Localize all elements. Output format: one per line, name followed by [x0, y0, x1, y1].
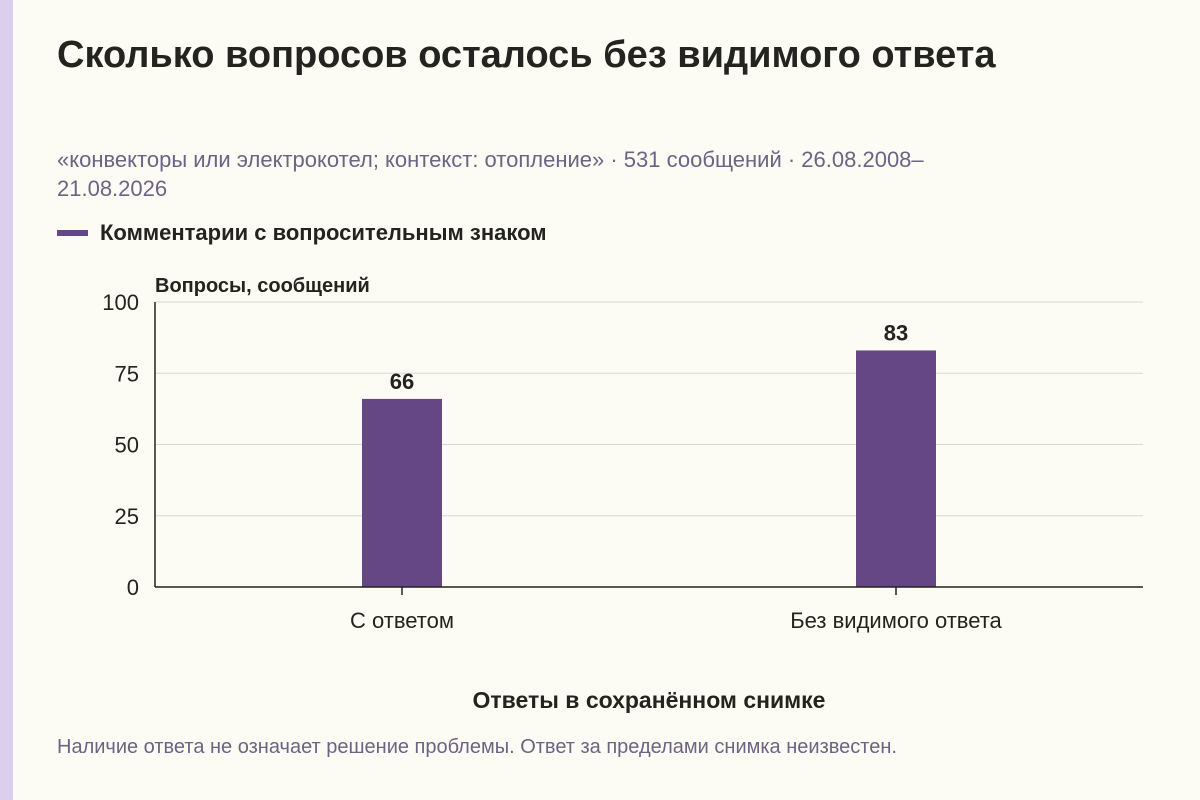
x-tick-label: С ответом — [350, 608, 454, 633]
x-tick-label: Без видимого ответа — [790, 608, 1002, 633]
y-tick-label: 50 — [115, 433, 139, 458]
y-tick-label: 0 — [127, 575, 139, 600]
footnote: Наличие ответа не означает решение пробл… — [57, 736, 897, 758]
legend-label: Комментарии с вопросительным знаком — [100, 220, 547, 245]
y-axis-label: Вопросы, сообщений — [155, 275, 370, 297]
chart-title: Сколько вопросов осталось без видимого о… — [57, 34, 996, 76]
y-tick-label: 75 — [115, 361, 139, 386]
bar — [362, 398, 442, 587]
legend-swatch — [57, 230, 88, 236]
chart-subtitle: «конвекторы или электрокотел; контекст: … — [57, 147, 924, 201]
bar-value-label: 83 — [884, 320, 908, 345]
bar — [856, 350, 936, 587]
y-tick-label: 100 — [102, 290, 139, 315]
labels: 0 25 50 75 100 Вопросы, сообщений 66 С ответом 8… — [102, 275, 1002, 713]
grid-lines — [155, 301, 1143, 517]
legend: Комментарии с вопросительным знаком — [57, 218, 547, 248]
axes — [154, 302, 1143, 595]
y-tick-label: 25 — [115, 504, 139, 529]
x-axis-label: Ответы в сохранённом снимке — [473, 687, 826, 713]
accent-strip — [0, 0, 13, 800]
bars — [362, 350, 936, 587]
bar-value-label: 66 — [390, 369, 414, 394]
